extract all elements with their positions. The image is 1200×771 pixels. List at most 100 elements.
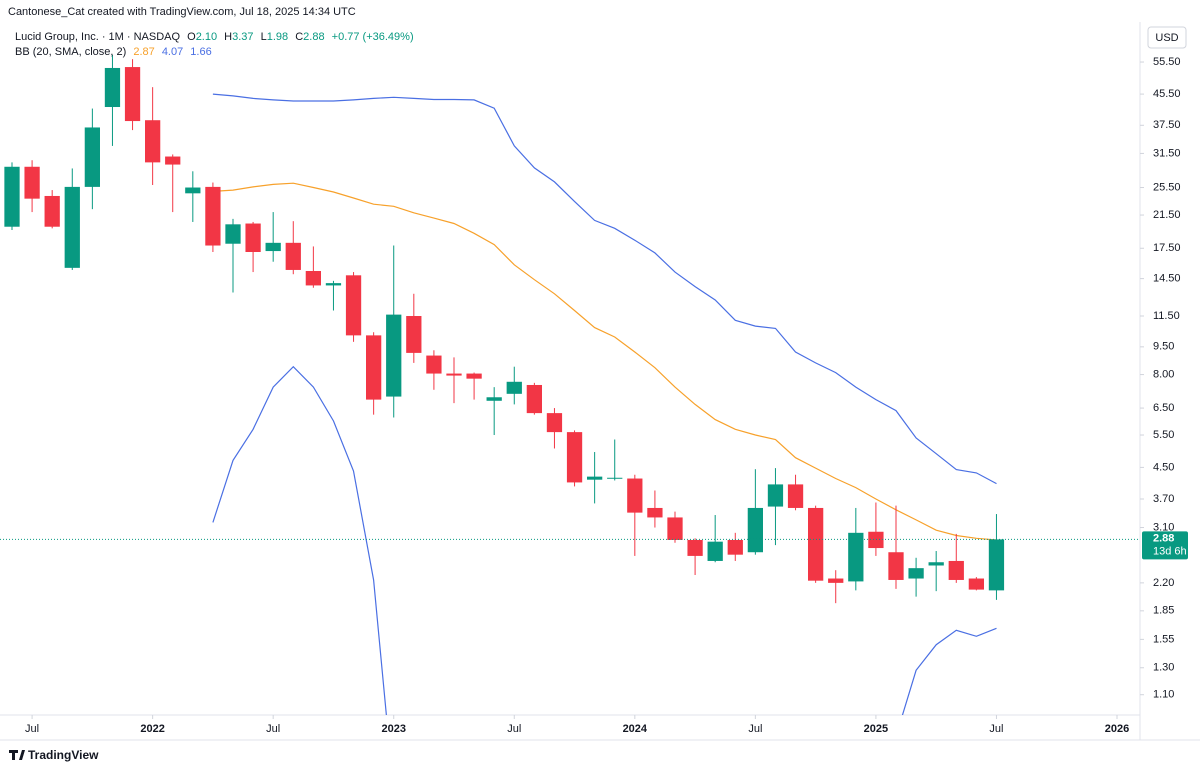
candle-body <box>345 275 362 336</box>
x-tick-label: 2025 <box>864 723 888 735</box>
y-tick-label: 1.55 <box>1153 633 1174 645</box>
ohlc-key: C <box>295 31 303 43</box>
candle-body <box>566 432 583 483</box>
y-tick-label: 25.50 <box>1153 181 1181 193</box>
ohlc-value: 2.10 <box>196 31 217 43</box>
candle-body <box>908 568 924 579</box>
candle-body <box>265 242 281 252</box>
candle-body <box>627 478 643 513</box>
y-tick-label: 2.20 <box>1153 577 1174 589</box>
candle-body <box>64 186 80 268</box>
candle-body <box>667 517 683 540</box>
y-tick-label: 1.30 <box>1153 662 1174 674</box>
candle-body <box>828 578 844 583</box>
candle-body <box>24 166 40 199</box>
logo-icon <box>9 750 25 760</box>
candle-body <box>366 335 382 400</box>
y-tick-label: 3.70 <box>1153 493 1174 505</box>
x-tick-label: 2022 <box>140 723 164 735</box>
candle-body <box>225 224 241 244</box>
candle-body <box>124 67 141 122</box>
ohlc-value: 1.98 <box>267 31 288 43</box>
y-tick-label: 8.00 <box>1153 368 1174 380</box>
ohlc-value: 3.37 <box>232 31 253 43</box>
candle-body <box>185 187 201 194</box>
candle-body <box>466 373 482 379</box>
logo-text: TradingView <box>28 748 99 762</box>
candle-body <box>285 242 301 270</box>
candle-body <box>546 413 563 433</box>
x-tick-label: Jul <box>507 723 521 735</box>
candle-body <box>707 541 723 561</box>
ohlc-key: O <box>187 31 196 43</box>
candle-body <box>607 477 623 479</box>
x-tick-label: Jul <box>989 723 1003 735</box>
y-tick-label: 55.50 <box>1153 56 1181 68</box>
price-label-box <box>1142 531 1188 560</box>
y-tick-label: 9.50 <box>1153 341 1174 353</box>
logo: TradingView <box>9 748 99 762</box>
y-tick-label: 31.50 <box>1153 147 1181 159</box>
candle-body <box>406 316 422 353</box>
symbol-legend: Lucid Group, Inc. · 1M · NASDAQ O2.10 H3… <box>15 31 414 43</box>
ohlc-key: H <box>224 31 232 43</box>
candle-body <box>687 539 703 556</box>
y-tick-label: 4.50 <box>1153 461 1174 473</box>
currency-button[interactable] <box>1147 26 1187 49</box>
symbol: Lucid Group, Inc. · 1M · NASDAQ <box>15 31 180 43</box>
price-label: 2.88 <box>1153 532 1174 544</box>
band-line <box>212 182 997 541</box>
candle-body <box>4 166 20 227</box>
indicator-value: 4.07 <box>162 46 183 58</box>
candle-body <box>145 120 161 163</box>
credit: Cantonese_Cat created with TradingView.c… <box>8 6 356 18</box>
axes: 55.50 45.50 37.50 31.50 25.50 21.50 17.50 14.50… <box>25 56 1188 735</box>
indicator-value: 1.66 <box>190 46 211 58</box>
y-tick-label: 5.50 <box>1153 429 1174 441</box>
band-line <box>212 93 997 485</box>
ohlc-key: L <box>261 31 267 43</box>
candle-body <box>44 195 60 227</box>
candle-body <box>868 531 884 549</box>
y-tick-label: 1.10 <box>1153 689 1174 701</box>
x-tick-label: 2023 <box>381 723 405 735</box>
candle-body <box>928 562 944 566</box>
candle-body <box>446 373 462 376</box>
y-tick-label: 45.50 <box>1153 88 1181 100</box>
y-tick-label: 3.10 <box>1153 521 1174 533</box>
band-line <box>212 365 387 715</box>
indicator-value: 2.87 <box>133 46 154 58</box>
candle-body <box>526 384 542 414</box>
candle-body <box>948 560 964 580</box>
candle-body <box>747 507 763 553</box>
band-line <box>901 627 997 715</box>
candle-body <box>305 271 321 286</box>
candle-body <box>968 578 984 590</box>
candle-body <box>988 539 1005 591</box>
candle-body <box>767 484 784 507</box>
candle-body <box>426 355 442 374</box>
candle-body <box>808 507 824 581</box>
candle-body <box>787 484 804 508</box>
y-tick-label: 17.50 <box>1153 242 1181 254</box>
x-tick-label: Jul <box>748 723 762 735</box>
candle-body <box>486 397 502 401</box>
x-tick-label: 2024 <box>623 723 648 735</box>
indicator: BB (20, SMA, close, 2) <box>15 46 126 58</box>
candle-body <box>727 539 743 555</box>
indicator-legend: BB (20, SMA, close, 2) 2.87 4.07 1.66 <box>15 46 212 58</box>
candle-body <box>888 552 904 580</box>
currency[interactable]: USD <box>1155 32 1178 44</box>
candle-body <box>386 314 402 397</box>
candle-body <box>84 127 100 187</box>
y-tick-label: 1.85 <box>1153 605 1174 617</box>
y-tick-label: 6.50 <box>1153 402 1174 414</box>
candle-body <box>165 156 181 165</box>
x-tick-label: Jul <box>25 723 39 735</box>
candle-body <box>325 283 342 286</box>
candle-body <box>587 476 603 480</box>
candle-body <box>104 67 121 108</box>
candle-body <box>848 532 864 582</box>
